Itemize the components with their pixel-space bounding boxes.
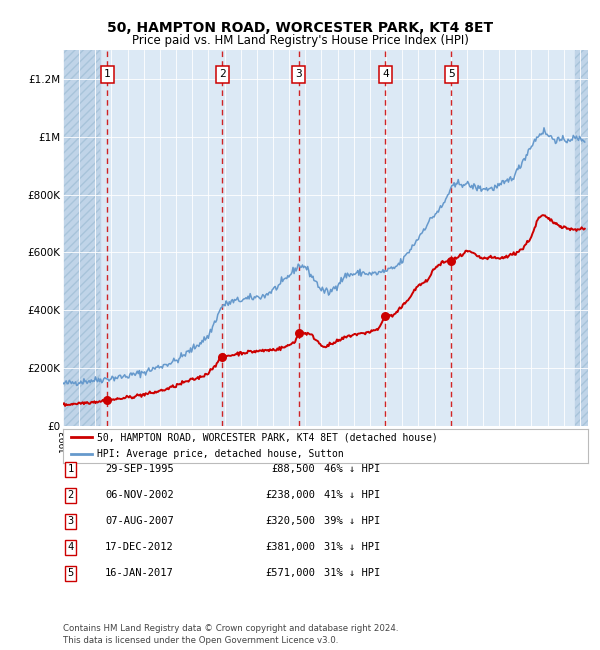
Text: 31% ↓ HPI: 31% ↓ HPI xyxy=(324,568,380,578)
Text: 31% ↓ HPI: 31% ↓ HPI xyxy=(324,542,380,552)
Text: £381,000: £381,000 xyxy=(265,542,315,552)
Text: 4: 4 xyxy=(382,70,389,79)
Text: 06-NOV-2002: 06-NOV-2002 xyxy=(105,490,174,501)
Text: 5: 5 xyxy=(448,70,455,79)
Text: £320,500: £320,500 xyxy=(265,516,315,526)
Text: Price paid vs. HM Land Registry's House Price Index (HPI): Price paid vs. HM Land Registry's House … xyxy=(131,34,469,47)
Text: £238,000: £238,000 xyxy=(265,490,315,501)
Text: 17-DEC-2012: 17-DEC-2012 xyxy=(105,542,174,552)
Text: 39% ↓ HPI: 39% ↓ HPI xyxy=(324,516,380,526)
Text: 2: 2 xyxy=(219,70,226,79)
Text: 1: 1 xyxy=(104,70,111,79)
Text: 3: 3 xyxy=(68,516,74,526)
Text: 1: 1 xyxy=(68,464,74,474)
Text: Contains HM Land Registry data © Crown copyright and database right 2024.
This d: Contains HM Land Registry data © Crown c… xyxy=(63,624,398,645)
Text: 5: 5 xyxy=(68,568,74,578)
Text: £571,000: £571,000 xyxy=(265,568,315,578)
Text: 3: 3 xyxy=(295,70,302,79)
Text: £88,500: £88,500 xyxy=(271,464,315,474)
Text: 2: 2 xyxy=(68,490,74,501)
Text: 50, HAMPTON ROAD, WORCESTER PARK, KT4 8ET (detached house): 50, HAMPTON ROAD, WORCESTER PARK, KT4 8E… xyxy=(97,432,438,443)
Text: 46% ↓ HPI: 46% ↓ HPI xyxy=(324,464,380,474)
Text: 41% ↓ HPI: 41% ↓ HPI xyxy=(324,490,380,501)
Text: HPI: Average price, detached house, Sutton: HPI: Average price, detached house, Sutt… xyxy=(97,449,344,460)
Text: 29-SEP-1995: 29-SEP-1995 xyxy=(105,464,174,474)
Text: 07-AUG-2007: 07-AUG-2007 xyxy=(105,516,174,526)
Text: 4: 4 xyxy=(68,542,74,552)
Text: 16-JAN-2017: 16-JAN-2017 xyxy=(105,568,174,578)
Bar xyxy=(63,50,100,426)
Text: 50, HAMPTON ROAD, WORCESTER PARK, KT4 8ET: 50, HAMPTON ROAD, WORCESTER PARK, KT4 8E… xyxy=(107,21,493,35)
Bar xyxy=(575,50,588,426)
